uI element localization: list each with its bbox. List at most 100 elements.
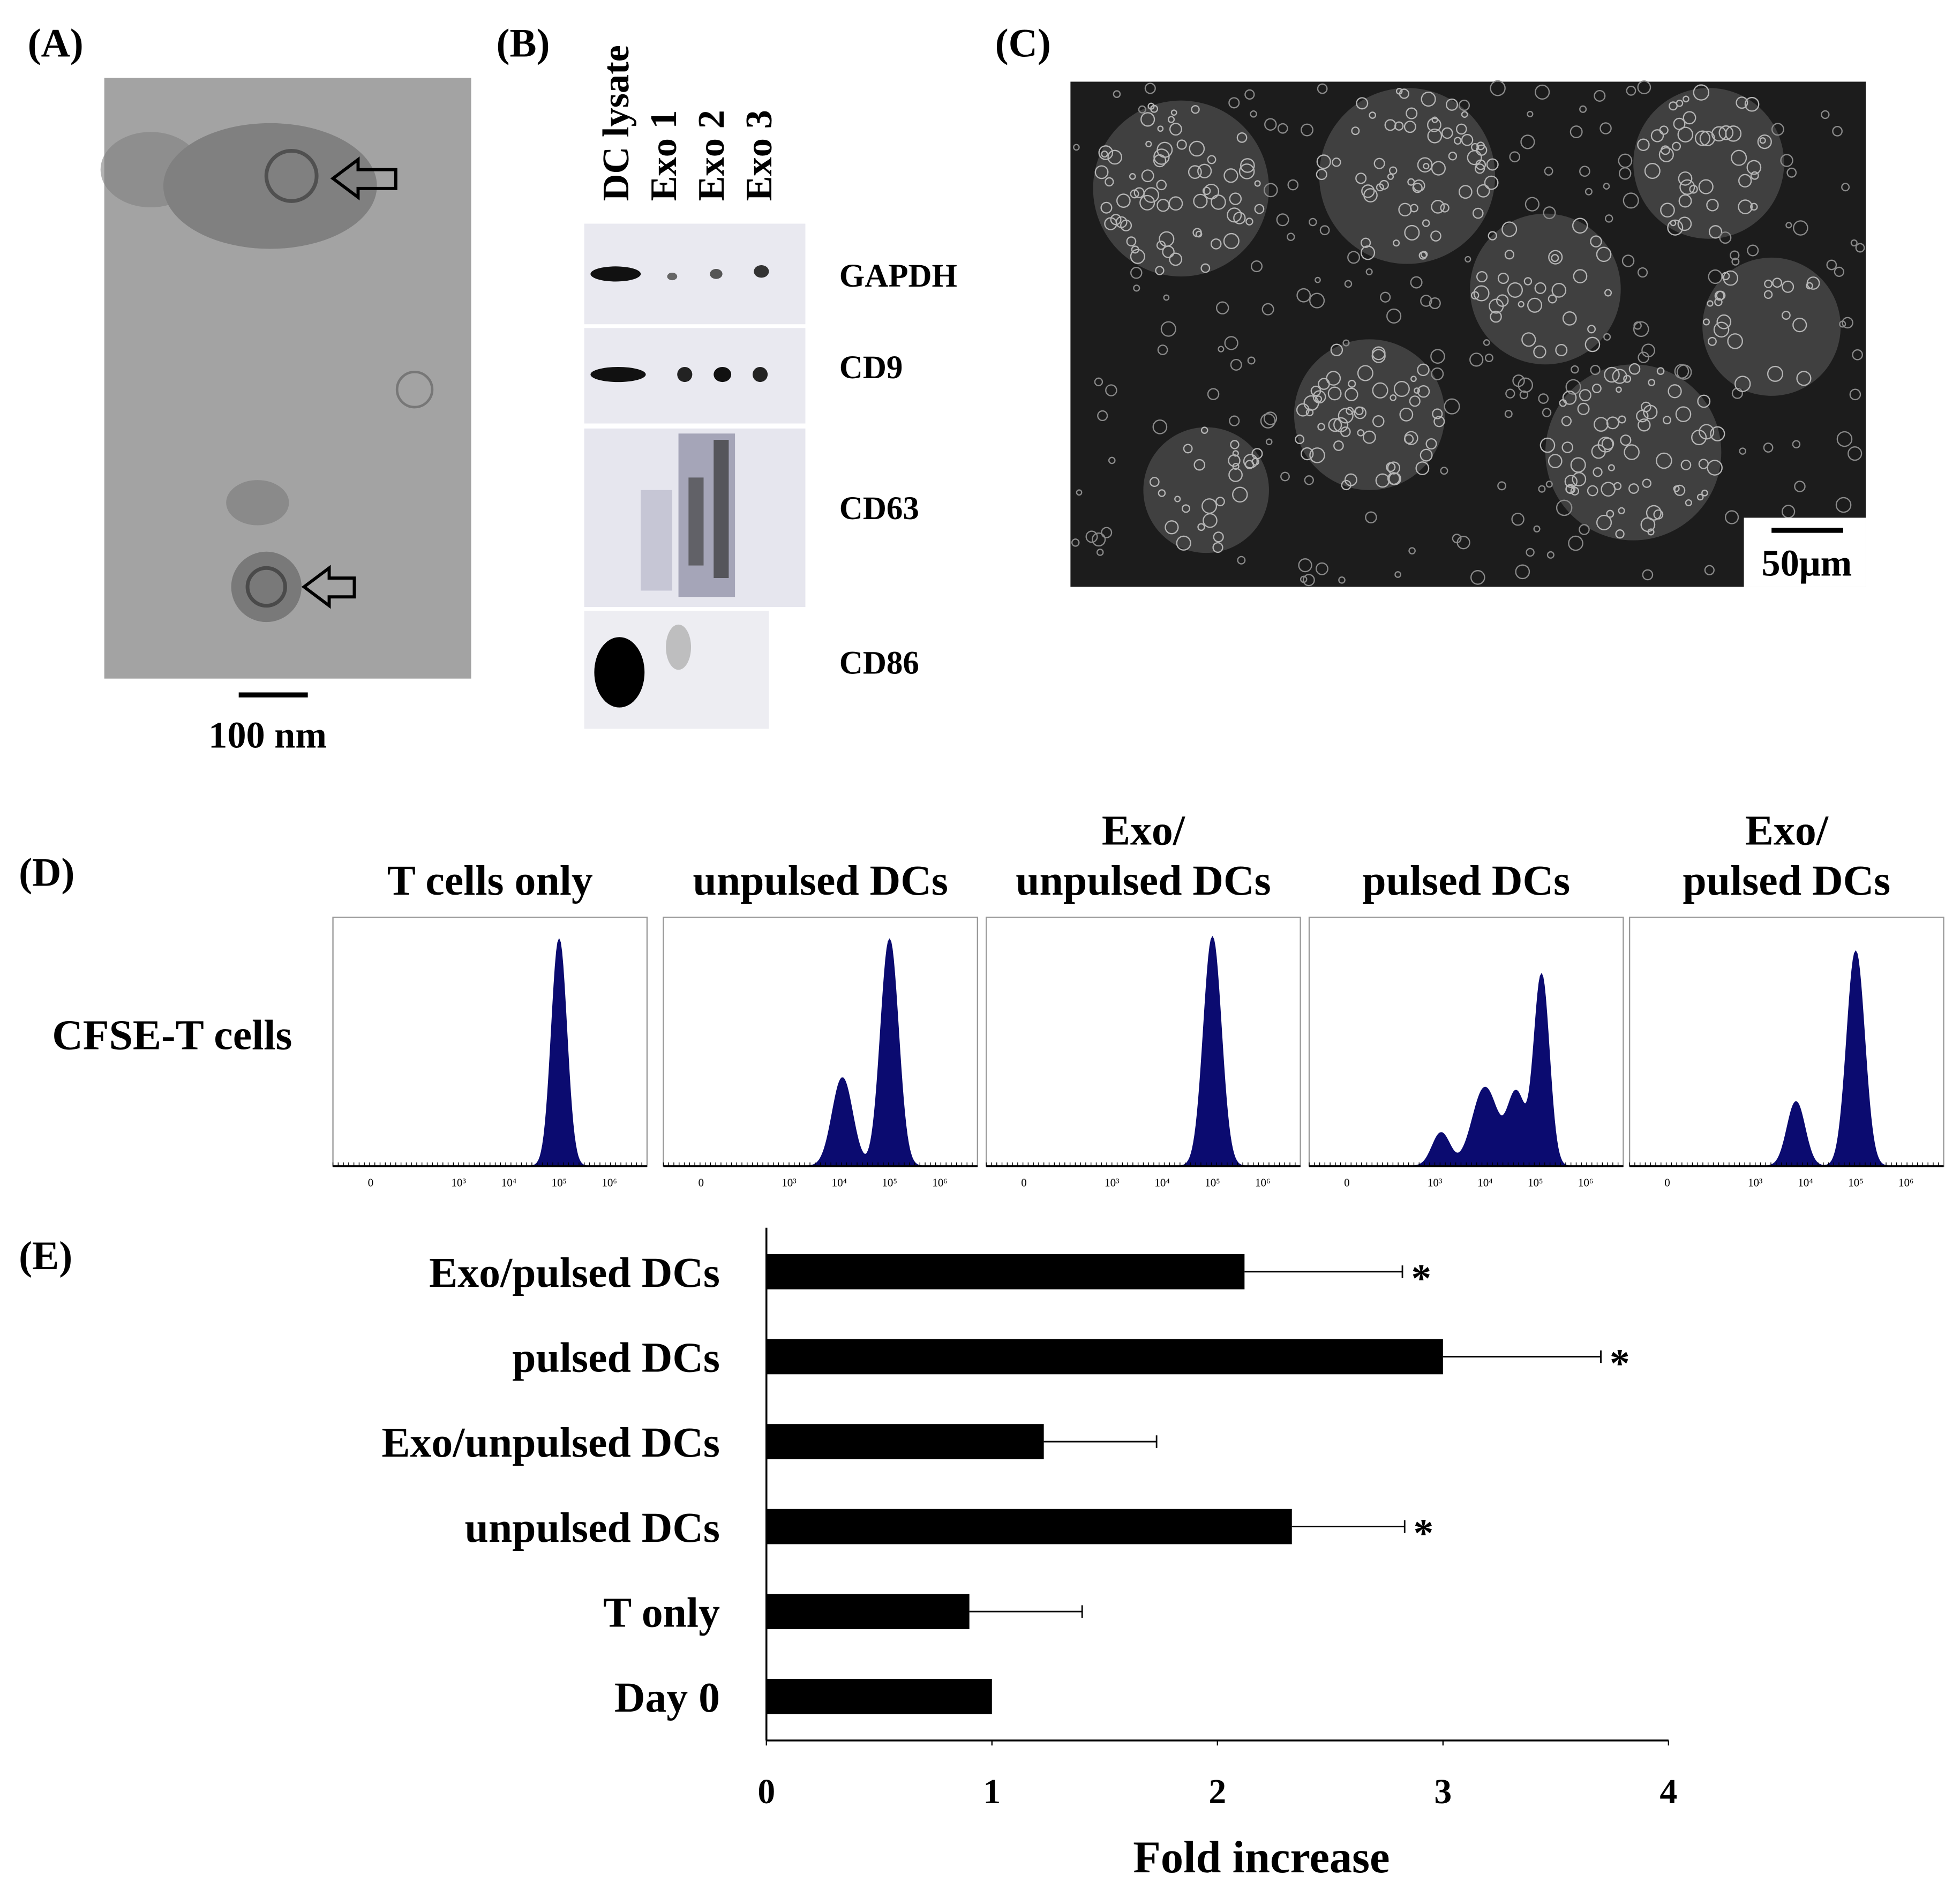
cell [1738,199,1753,214]
cell [1169,252,1183,266]
cell [1708,336,1717,346]
cell [1739,447,1747,455]
cell [1094,377,1103,387]
category-label: T only [603,1589,720,1636]
cell [1497,273,1509,284]
cell [1105,384,1117,396]
cell [1707,300,1714,307]
cell [1579,105,1587,113]
cell [1623,374,1632,383]
cell [1230,440,1240,449]
em-shadow [100,132,201,208]
cell [1417,385,1430,398]
cell [1263,411,1278,425]
cell [1433,416,1445,428]
panel-label: (A) [28,21,84,66]
cell [1403,121,1416,133]
cell [1362,430,1376,444]
cell [1685,499,1692,507]
cell [1407,178,1415,186]
cell [1153,154,1167,168]
cell [1444,398,1460,415]
cell [1155,266,1165,275]
cell [1727,333,1743,349]
cell [1534,282,1546,294]
cell [1309,292,1325,309]
cell-cluster [1319,88,1496,264]
cell [1702,318,1710,326]
cell [1850,239,1858,247]
cell [1484,175,1499,190]
cell [1384,119,1396,131]
cell [1276,213,1289,227]
cell [1427,117,1441,132]
cell [1521,332,1536,347]
cell [1073,144,1080,151]
cell [1357,365,1373,381]
axis-label: 0 [1344,1176,1350,1189]
cell [1780,154,1793,167]
cell [1394,571,1401,578]
axis-label: 10⁶ [932,1176,947,1189]
cell [1486,158,1499,171]
cell [1679,179,1695,195]
cell [1841,183,1850,192]
cell [1855,243,1865,253]
panel-label: (D) [19,851,74,895]
cell [1210,238,1222,250]
cell [1633,321,1642,330]
cell [1076,489,1083,496]
cell [1713,321,1730,338]
cell [1200,263,1211,273]
bar [766,1424,1044,1459]
cell [1356,97,1369,110]
band [590,266,641,282]
condition-title: unpulsed DCs [693,857,948,904]
cell [1473,285,1490,302]
cell [1387,461,1401,475]
cell [1126,236,1137,247]
cell [1551,254,1559,262]
cell [1515,564,1530,580]
category-label: Day 0 [614,1674,720,1721]
cell [1673,117,1686,130]
cell [1287,232,1295,241]
cell [1604,289,1612,297]
cell [1152,419,1168,434]
cell [1612,369,1627,384]
cell [1094,165,1109,179]
cell [1338,576,1346,584]
cell [1354,406,1366,419]
axis-label: 10⁴ [501,1176,516,1189]
cell [1678,194,1692,208]
cell [1375,473,1390,488]
cell [1672,141,1681,151]
cell [1280,471,1290,482]
cell [1706,199,1719,212]
cell [1232,486,1248,503]
cell [1826,259,1837,271]
cell [1470,570,1485,585]
cell [1646,505,1662,521]
cell [1098,145,1114,160]
cell [1302,574,1315,587]
vesicle [395,370,434,409]
axis-label: 10³ [782,1176,796,1189]
axis-label: 10⁶ [1255,1176,1270,1189]
arrow [301,565,356,609]
cell [1718,125,1734,140]
cell [1157,125,1164,132]
cell [1689,185,1698,194]
x-tick-label: 0 [757,1772,775,1811]
cell [1596,246,1612,262]
cell [1832,126,1843,137]
cell [1656,367,1665,375]
lane-label: DC lysate [595,45,637,201]
cell [1133,284,1140,292]
cell [1596,514,1612,530]
cell [1626,85,1636,96]
cell [1351,126,1360,136]
cell [1097,410,1108,422]
cell [1469,352,1484,367]
axis-label: 10⁴ [1798,1176,1813,1189]
